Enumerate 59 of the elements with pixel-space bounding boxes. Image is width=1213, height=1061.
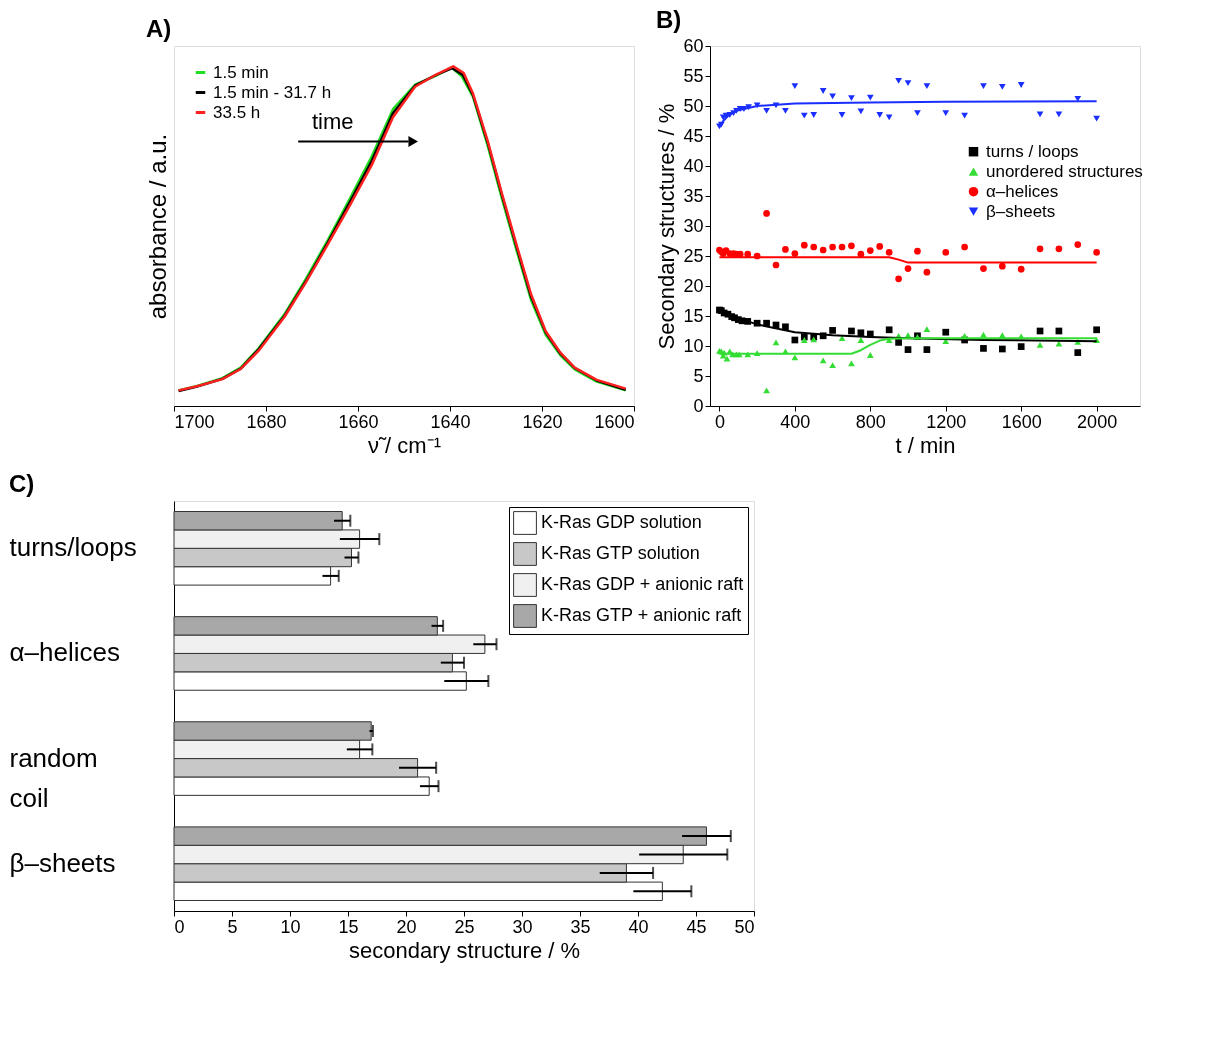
x-axis-title: secondary structure / % bbox=[348, 937, 581, 963]
legend-label: 1.5 min - 31.7 h bbox=[213, 82, 332, 102]
legend-label: α–helices bbox=[986, 181, 1059, 201]
x-tick-label: 35 bbox=[570, 916, 591, 937]
y-axis-title: Secondary structures / % bbox=[654, 103, 680, 350]
chart-title: A) bbox=[146, 15, 172, 42]
x-tick-label: 1200 bbox=[926, 411, 967, 432]
x-tick-label: 2000 bbox=[1077, 411, 1118, 432]
x-tick-label: 400 bbox=[780, 411, 811, 432]
x-tick-label: 1640 bbox=[430, 411, 471, 432]
y-tick-label: 25 bbox=[683, 245, 704, 266]
x-tick-label: 30 bbox=[512, 916, 533, 937]
y-tick-label: 30 bbox=[683, 215, 704, 236]
legend-label: 33.5 h bbox=[213, 102, 261, 122]
y-tick-label: random coil bbox=[9, 742, 98, 813]
legend-label: turns / loops bbox=[986, 141, 1079, 161]
y-tick-label: turns/loops bbox=[9, 532, 137, 563]
y-tick-label: 10 bbox=[683, 335, 704, 356]
x-axis-title: t / min bbox=[895, 432, 956, 458]
x-tick-label: 25 bbox=[454, 916, 475, 937]
legend-label: K-Ras GTP solution bbox=[541, 543, 700, 563]
x-tick-label: 50 bbox=[734, 916, 755, 937]
chart-title: B) bbox=[655, 6, 682, 33]
x-tick-label: 10 bbox=[280, 916, 301, 937]
x-tick-label: 40 bbox=[628, 916, 649, 937]
legend-label: K-Ras GDP + anionic raft bbox=[541, 574, 744, 594]
legend-label: unordered structures bbox=[986, 161, 1143, 181]
x-tick-label: 0 bbox=[174, 916, 185, 937]
y-tick-label: 45 bbox=[683, 125, 704, 146]
x-tick-label: 1600 bbox=[594, 411, 635, 432]
x-tick-label: 5 bbox=[227, 916, 238, 937]
y-axis-title: absorbance / a.u. bbox=[143, 133, 171, 320]
y-tick-label: 40 bbox=[683, 155, 704, 176]
x-tick-label: 1660 bbox=[338, 411, 379, 432]
legend-label: β–sheets bbox=[986, 201, 1056, 221]
x-tick-label: 1680 bbox=[246, 411, 287, 432]
x-tick-label: 1700 bbox=[174, 411, 215, 432]
y-tick-label: 15 bbox=[683, 305, 704, 326]
y-tick-label: α–helices bbox=[9, 637, 120, 668]
y-tick-label: 5 bbox=[693, 365, 704, 386]
y-tick-label: 20 bbox=[683, 275, 704, 296]
y-tick-label: 0 bbox=[693, 395, 704, 416]
y-tick-label: 60 bbox=[683, 35, 704, 56]
legend-label: 1.5 min bbox=[213, 62, 269, 82]
y-tick-label: 50 bbox=[683, 95, 704, 116]
x-tick-label: 0 bbox=[714, 411, 725, 432]
legend-label: K-Ras GDP solution bbox=[541, 512, 702, 532]
y-tick-label: β–sheets bbox=[9, 847, 116, 878]
x-tick-label: 15 bbox=[338, 916, 359, 937]
x-tick-label: 800 bbox=[855, 411, 886, 432]
x-tick-label: 20 bbox=[396, 916, 417, 937]
chart-title: C) bbox=[9, 470, 35, 497]
annotation: time bbox=[312, 108, 354, 134]
x-tick-label: 1620 bbox=[522, 411, 563, 432]
y-tick-label: 55 bbox=[683, 65, 704, 86]
x-axis-title: ν̃ / cm⁻¹ bbox=[368, 432, 441, 458]
legend-label: K-Ras GTP + anionic raft bbox=[541, 605, 742, 625]
y-tick-label: 35 bbox=[683, 185, 704, 206]
x-tick-label: 1600 bbox=[1001, 411, 1042, 432]
